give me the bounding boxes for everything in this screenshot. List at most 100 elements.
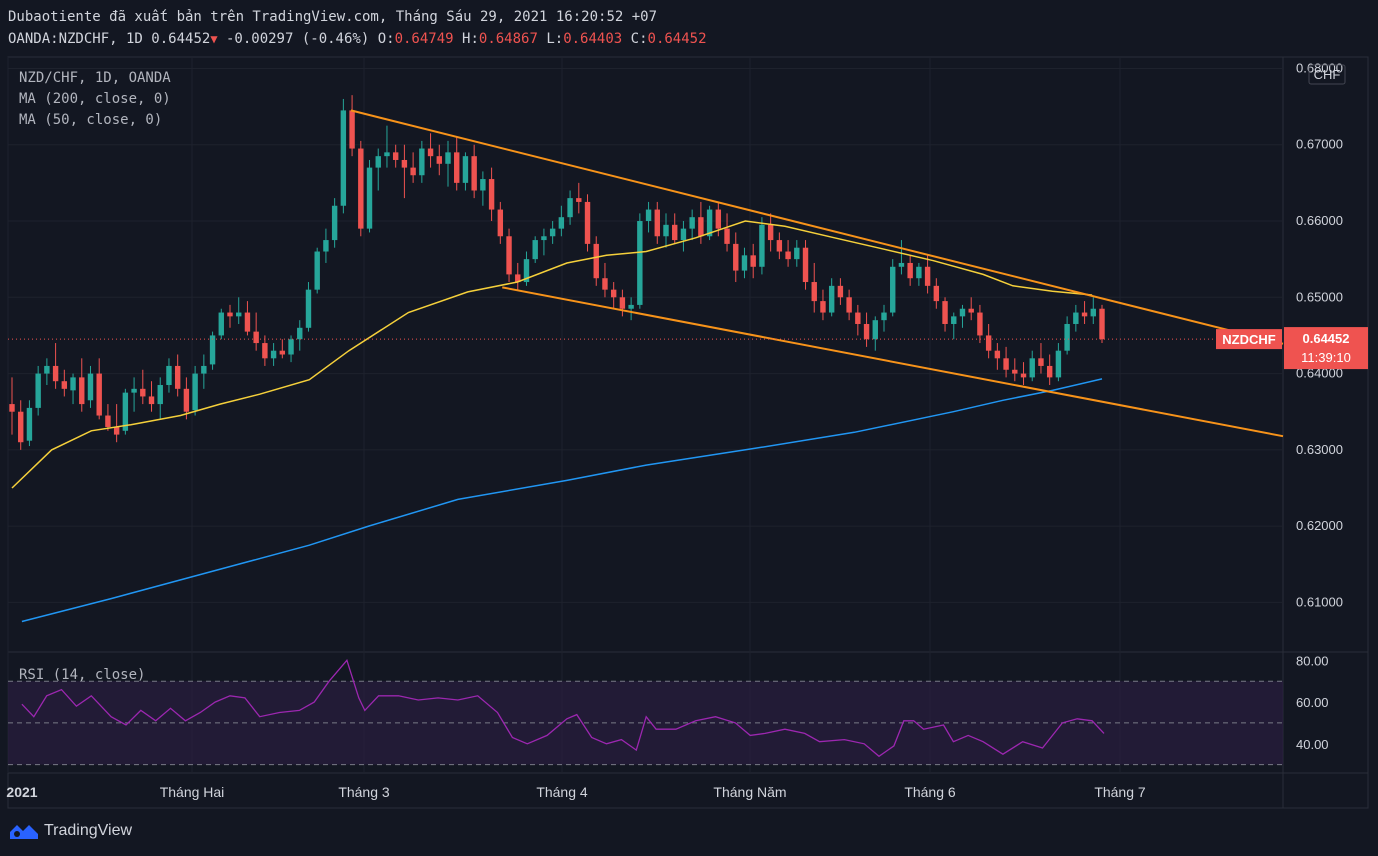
- candle-body: [1038, 358, 1044, 366]
- legend-main[interactable]: NZD/CHF, 1D, OANDA: [19, 70, 171, 86]
- candle-body: [358, 148, 364, 229]
- candle-body: [767, 224, 774, 241]
- candle-body: [96, 373, 102, 416]
- candle-body: [1020, 373, 1027, 378]
- candle-body: [759, 224, 765, 267]
- candle-body: [1003, 358, 1009, 370]
- price-tick-label: 0.63000: [1296, 442, 1343, 457]
- candle-body: [628, 304, 634, 309]
- candle-body: [131, 388, 137, 393]
- candle-body: [427, 148, 434, 157]
- candle-body: [392, 152, 399, 160]
- candle-body: [1012, 369, 1018, 374]
- candle-body: [244, 312, 251, 332]
- candle-body: [672, 224, 678, 241]
- price-tick-label: 0.65000: [1296, 289, 1343, 304]
- candle-body: [689, 217, 695, 229]
- candle-body: [183, 388, 190, 412]
- candle-body: [1055, 350, 1062, 378]
- candle-body: [384, 152, 390, 157]
- candle-body: [35, 373, 41, 408]
- tradingview-logo-icon: [10, 825, 38, 839]
- candle-body: [26, 407, 33, 441]
- candle-body: [323, 240, 329, 252]
- open-value: 0.64749: [394, 31, 454, 47]
- upper-trendline: [350, 109, 1284, 345]
- candle-body: [52, 365, 59, 382]
- time-axis-label: Tháng 6: [904, 784, 956, 800]
- price-tag-bg: [1284, 327, 1368, 370]
- rsi-tick-label: 60.00: [1296, 695, 1329, 710]
- candle-body: [174, 365, 181, 389]
- candle-body: [236, 312, 242, 317]
- candle-body: [506, 236, 512, 275]
- candle-body: [166, 365, 172, 386]
- candle-body: [837, 285, 844, 298]
- price-tick-label: 0.64000: [1296, 366, 1343, 381]
- candle-body: [471, 156, 477, 191]
- candle-body: [227, 312, 233, 317]
- symbol-tag: NZDCHF: [1222, 332, 1275, 347]
- candle-body: [9, 404, 15, 412]
- candle-body: [924, 266, 931, 286]
- candle-body: [1029, 358, 1035, 378]
- time-axis-label: Tháng Năm: [713, 784, 786, 800]
- ma50-line: [11, 220, 1093, 489]
- lower-trendline: [502, 286, 1284, 438]
- close-label: C:: [630, 31, 648, 47]
- candle-body: [18, 411, 24, 443]
- candle-body: [1073, 312, 1079, 324]
- candle-body: [288, 339, 294, 355]
- candles-layer: [9, 95, 1105, 450]
- candle-body: [1081, 312, 1088, 317]
- close-value: 0.64452: [647, 31, 707, 47]
- candle-body: [794, 247, 800, 260]
- candle-body: [44, 365, 50, 374]
- published-line: Dubaotiente đã xuất bản trên TradingView…: [8, 9, 658, 25]
- candle-body: [366, 167, 373, 229]
- candle-body: [863, 323, 870, 340]
- legend-ma200[interactable]: MA (200, close, 0): [19, 91, 171, 107]
- price-tick-label: 0.68000: [1296, 60, 1343, 75]
- tradingview-logo[interactable]: TradingView: [8, 822, 132, 840]
- candle-body: [846, 297, 852, 313]
- rsi-line: [21, 658, 1105, 758]
- candle-body: [148, 396, 155, 405]
- candle-body: [157, 385, 163, 405]
- candle-body: [1046, 365, 1053, 378]
- price-tag: 0.64452: [1303, 331, 1350, 346]
- candle-body: [994, 350, 1001, 359]
- candle-body: [715, 209, 722, 229]
- candle-body: [532, 240, 538, 260]
- candle-body: [480, 179, 486, 191]
- candle-body: [637, 221, 643, 305]
- candle-body: [584, 201, 591, 244]
- candle-body: [619, 297, 626, 309]
- ohlc-line: OANDA:NZDCHF, 1D 0.64452▼ -0.00297 (-0.4…: [8, 31, 707, 47]
- candle-body: [218, 312, 224, 336]
- open-label: O:: [377, 31, 395, 47]
- candle-body: [733, 243, 739, 271]
- candle-body: [541, 236, 547, 241]
- candle-body: [79, 377, 85, 405]
- candle-body: [61, 381, 68, 389]
- candle-body: [253, 331, 259, 344]
- legend-ma50[interactable]: MA (50, close, 0): [19, 112, 163, 128]
- candle-body: [680, 228, 687, 241]
- legend-rsi[interactable]: RSI (14, close): [19, 667, 146, 683]
- candle-body: [454, 152, 460, 183]
- candle-body: [488, 179, 495, 210]
- candle-body: [209, 335, 216, 365]
- candle-body: [419, 148, 425, 176]
- candle-body: [785, 251, 791, 260]
- candle-body: [436, 156, 442, 164]
- candle-body: [558, 217, 565, 229]
- candle-body: [602, 278, 608, 290]
- candle-body: [576, 198, 582, 202]
- candle-body: [610, 289, 617, 298]
- candle-body: [663, 224, 669, 237]
- candle-body: [907, 262, 913, 279]
- candle-body: [654, 209, 660, 237]
- candle-body: [776, 240, 783, 252]
